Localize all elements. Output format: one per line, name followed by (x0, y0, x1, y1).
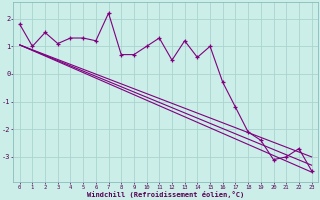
X-axis label: Windchill (Refroidissement éolien,°C): Windchill (Refroidissement éolien,°C) (87, 191, 244, 198)
